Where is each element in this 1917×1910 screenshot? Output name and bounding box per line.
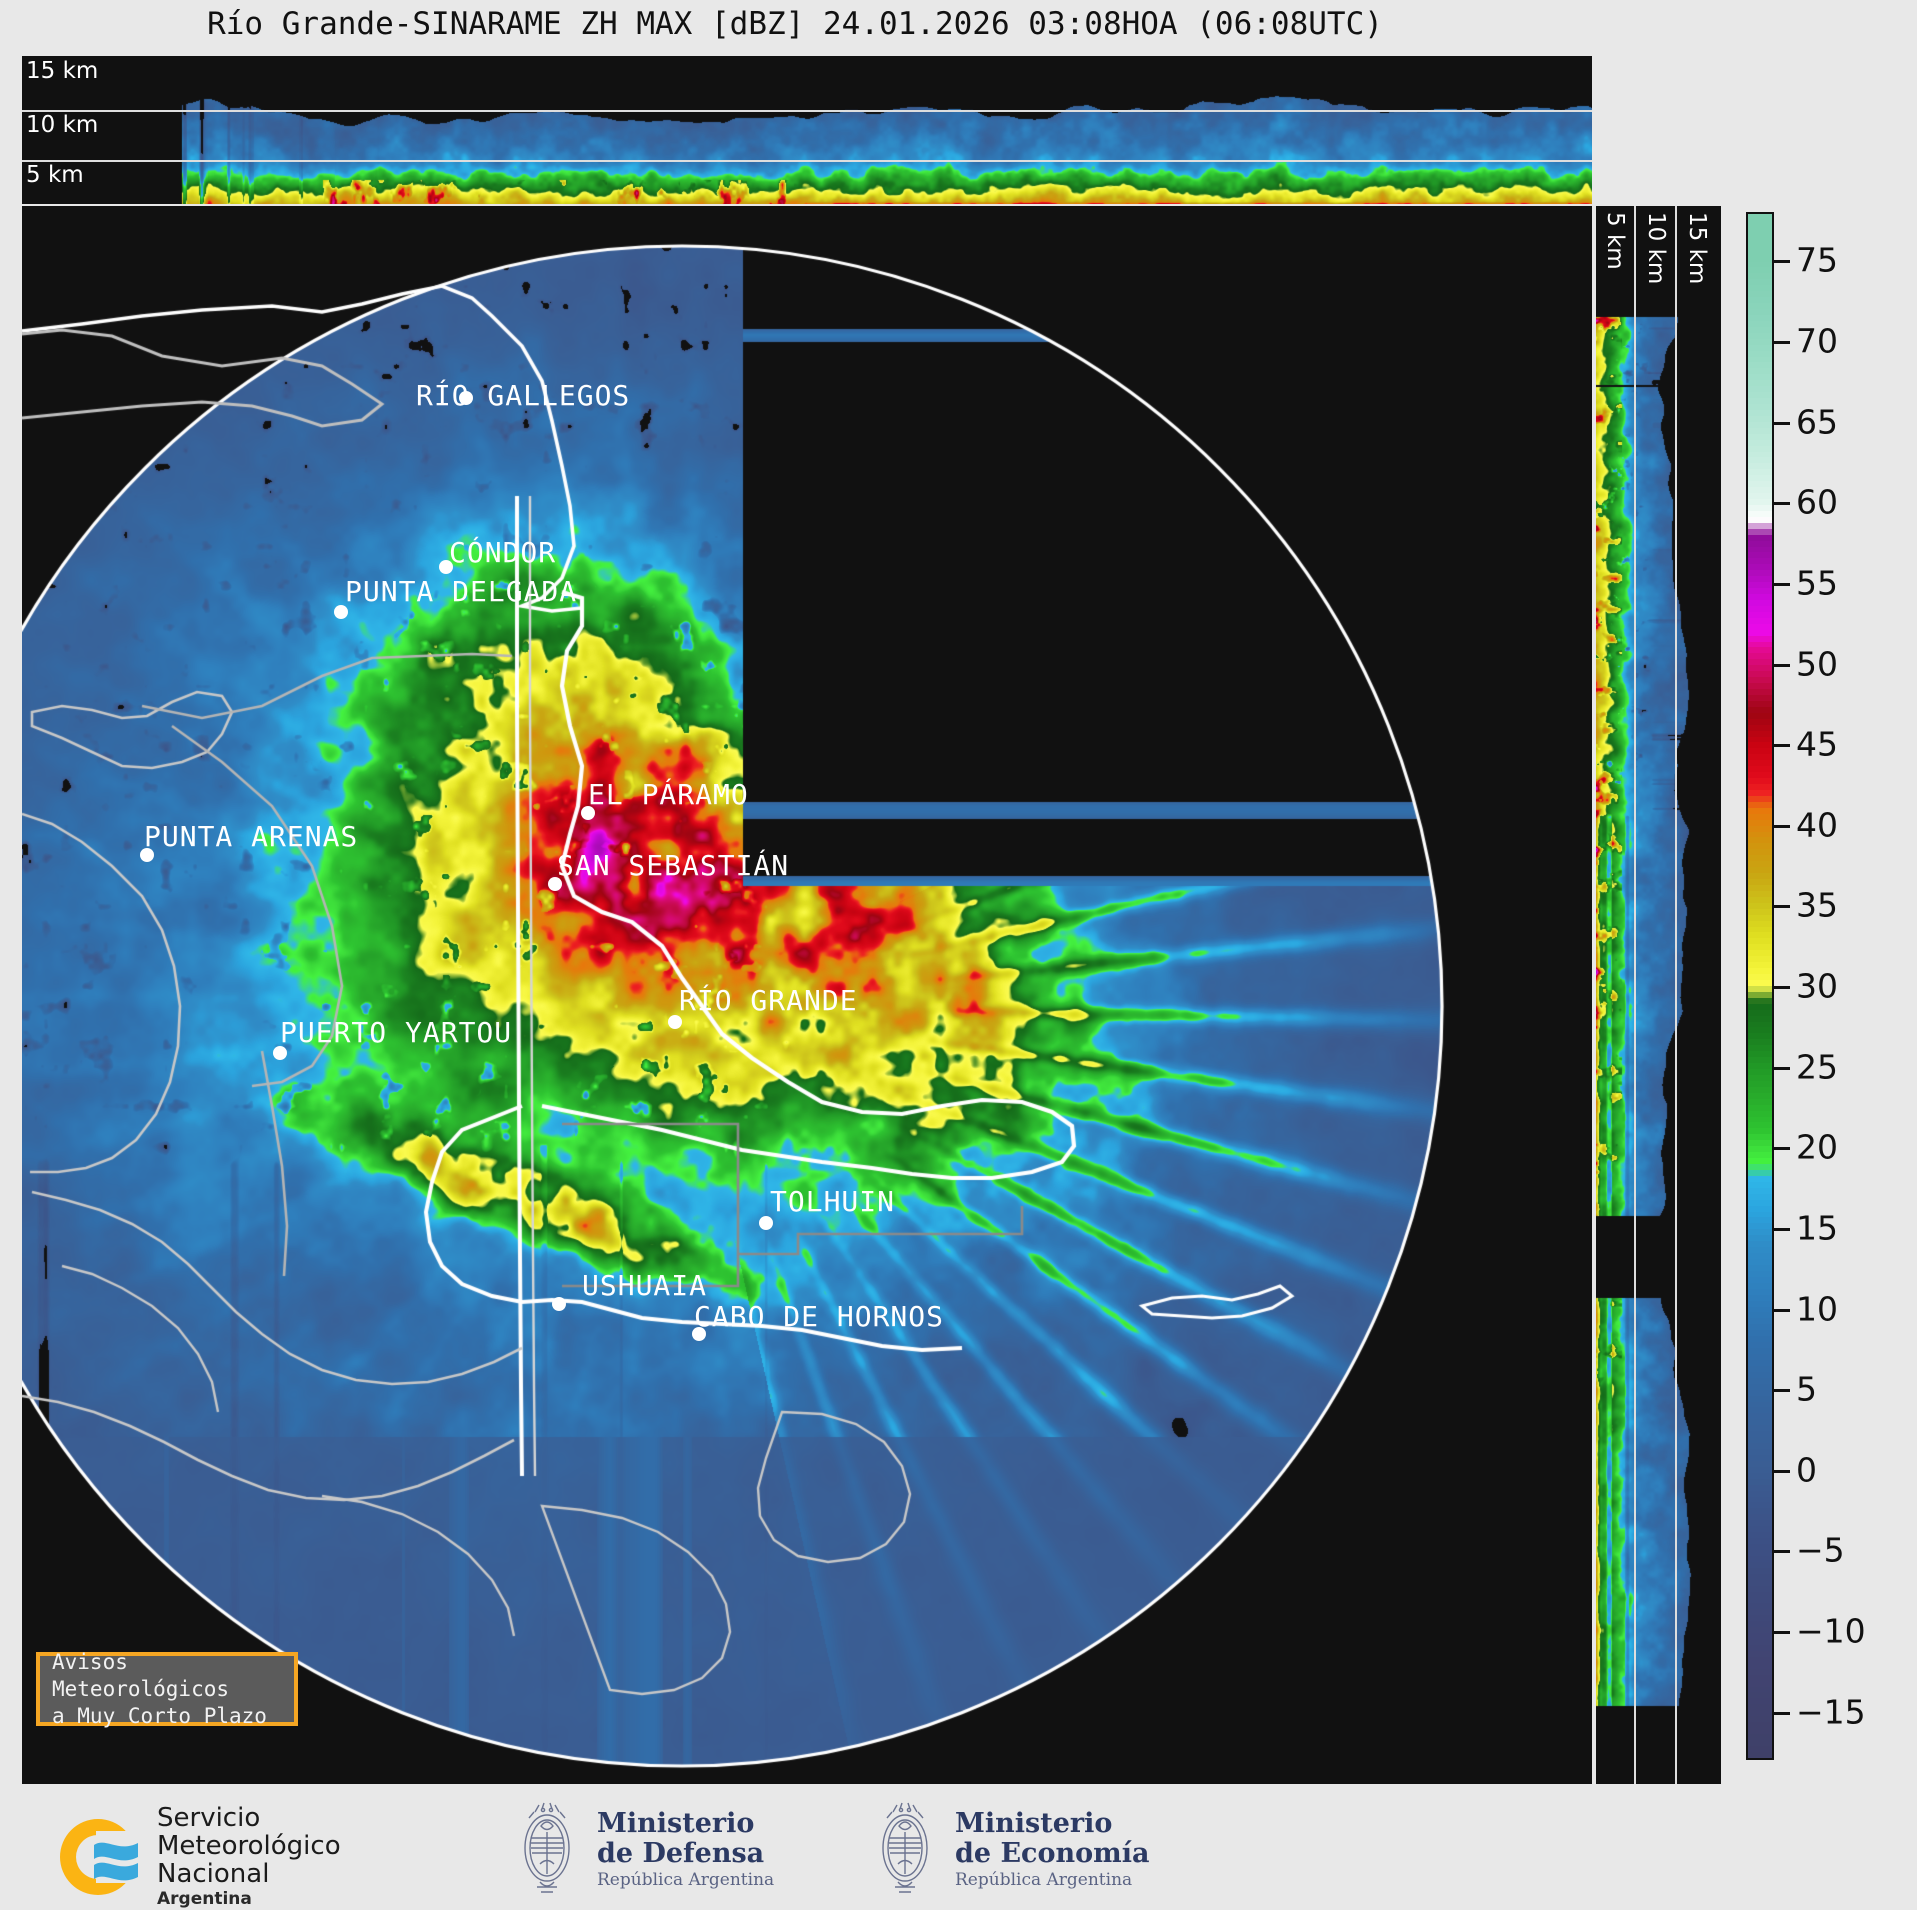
colorbar-tick-label: 55	[1796, 563, 1838, 603]
city-marker-dot	[692, 1327, 706, 1341]
logo-smn: Servicio Meteorológico Nacional Argentin…	[52, 1804, 341, 1910]
colorbar-tick-label: 10	[1796, 1289, 1838, 1328]
colorbar-tick-label: −15	[1796, 1692, 1866, 1732]
city-marker-dot	[439, 560, 453, 574]
right-cross-section-panel: 5 km 10 km 15 km	[1596, 206, 1721, 1784]
colorbar-tick-label: 30	[1796, 966, 1838, 1006]
height-label-v-5km: 5 km	[1602, 212, 1628, 270]
defensa-line-2: de Defensa	[597, 1838, 765, 1869]
colorbar-tick-label: 15	[1796, 1208, 1838, 1248]
colorbar-tick-label: 50	[1796, 644, 1838, 683]
argentina-coat-of-arms-icon	[882, 1802, 928, 1893]
colorbar-tick-label: 70	[1796, 321, 1838, 361]
colorbar-tick-label: 5	[1796, 1369, 1817, 1409]
colorbar-tick	[1774, 260, 1790, 264]
logo-ministerio-defensa: Ministerio de Defensa República Argentin…	[510, 1802, 774, 1898]
height-label-15km: 15 km	[26, 58, 99, 84]
colorbar-tick	[1774, 341, 1790, 344]
defensa-line-3: República Argentina	[597, 1870, 775, 1890]
colorbar-tick-label: −5	[1796, 1530, 1845, 1570]
height-label-v-15km: 15 km	[1684, 212, 1710, 285]
colorbar-tick	[1774, 824, 1790, 828]
city-marker-dot	[581, 806, 595, 820]
dbz-colorbar-ticks: 75 70 65 60 55 50 45 40 35 30 25 20 15 10 5 0 −5 −10 −15	[1774, 212, 1914, 1760]
height-gridline-10km	[22, 110, 1592, 112]
city-marker-dot	[273, 1046, 287, 1060]
dbz-colorbar	[1746, 212, 1774, 1760]
colorbar-tick-label: 35	[1796, 885, 1838, 925]
footer-logos: Servicio Meteorológico Nacional Argentin…	[0, 1792, 1917, 1909]
top-cross-section-canvas	[22, 56, 1592, 204]
city-marker-dot	[548, 877, 562, 891]
colorbar-tick	[1774, 421, 1790, 425]
economia-line-3: República Argentina	[955, 1870, 1133, 1890]
city-marker-dot	[459, 391, 473, 405]
colorbar-tick	[1774, 1469, 1790, 1473]
colorbar-tick-label: 40	[1796, 805, 1838, 845]
colorbar-tick	[1774, 986, 1790, 989]
colorbar-tick-label: 65	[1796, 402, 1838, 442]
height-gridline-5km	[22, 160, 1592, 162]
smn-line-3: Nacional	[157, 1859, 270, 1889]
colorbar-tick-label: 45	[1796, 724, 1838, 764]
colorbar-tick	[1774, 1631, 1790, 1634]
top-cross-section-panel: 15 km 10 km 5 km	[22, 56, 1592, 204]
colorbar-tick	[1774, 905, 1790, 909]
page-title: Río Grande-SINARAME ZH MAX [dBZ] 24.01.2…	[207, 6, 1383, 42]
colorbar-tick	[1774, 1066, 1790, 1070]
colorbar-tick-label: 25	[1796, 1047, 1838, 1087]
radar-map-panel[interactable]: RÍO GALLEGOS CÓNDOR PUNTA DELGADA PUNTA ARE…	[22, 206, 1592, 1784]
smn-line-4: Argentina	[157, 1889, 252, 1909]
colorbar-tick-label: −10	[1796, 1611, 1866, 1651]
height-gridline-v-10km	[1675, 206, 1677, 1784]
warning-line-1: Avisos Meteorológicos	[52, 1649, 230, 1701]
logo-ministerio-economia: Ministerio de Economía República Argenti…	[868, 1802, 1149, 1898]
weather-warning-box[interactable]: Avisos Meteorológicos a Muy Corto Plazo	[36, 1649, 298, 1728]
colorbar-tick	[1774, 663, 1790, 667]
colorbar-tick	[1774, 1711, 1790, 1715]
colorbar-tick	[1774, 1550, 1790, 1554]
colorbar-tick-label: 20	[1796, 1127, 1838, 1167]
defensa-line-1: Ministerio	[597, 1808, 755, 1839]
city-marker-dot	[552, 1297, 566, 1311]
height-label-10km: 10 km	[26, 112, 99, 138]
colorbar-tick	[1774, 502, 1790, 506]
radar-reflectivity-canvas	[22, 206, 1592, 1784]
city-marker-dot	[334, 605, 348, 619]
smn-line-2: Meteorológico	[157, 1831, 341, 1861]
economia-line-2: de Economía	[955, 1838, 1150, 1869]
colorbar-tick	[1774, 582, 1790, 586]
colorbar-tick	[1774, 1147, 1790, 1151]
economia-line-1: Ministerio	[955, 1808, 1113, 1839]
colorbar-tick	[1774, 1389, 1790, 1393]
argentina-coat-of-arms-icon	[524, 1802, 570, 1893]
height-gridline-v-5km	[1634, 206, 1636, 1784]
height-label-v-10km: 10 km	[1643, 212, 1669, 285]
smn-logo-icon	[60, 1819, 144, 1895]
warning-line-2: a Muy Corto Plazo	[52, 1703, 267, 1728]
colorbar-tick-label: 0	[1796, 1450, 1817, 1490]
colorbar-tick	[1774, 744, 1790, 748]
colorbar-tick-label: 75	[1796, 240, 1838, 280]
right-cross-section-canvas	[1596, 206, 1721, 1784]
colorbar-tick	[1774, 1308, 1790, 1312]
city-marker-dot	[668, 1015, 682, 1029]
smn-line-1: Servicio	[157, 1803, 261, 1833]
colorbar-tick	[1774, 1227, 1790, 1231]
height-label-5km: 5 km	[26, 162, 84, 188]
city-marker-dot	[759, 1216, 773, 1230]
colorbar-tick-label: 60	[1796, 482, 1838, 522]
city-marker-dot	[140, 848, 154, 862]
